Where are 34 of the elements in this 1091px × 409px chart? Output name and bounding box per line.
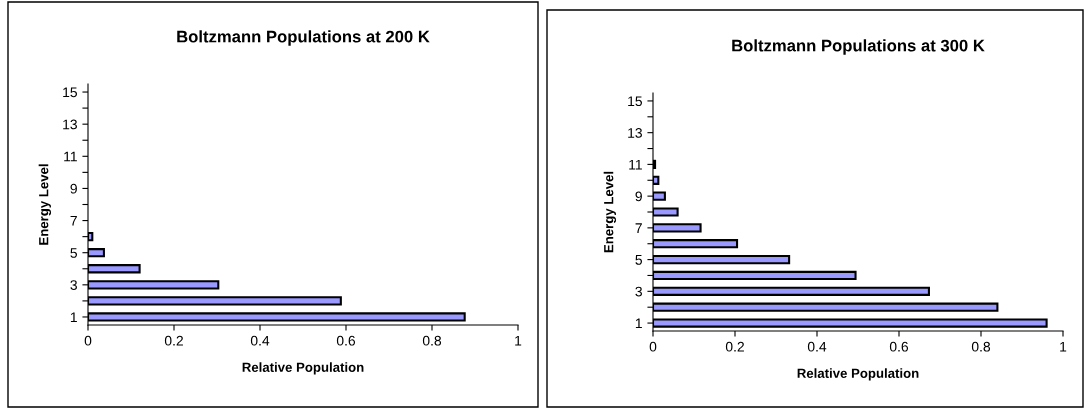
x-tick-label: 0.8 (971, 341, 991, 352)
y-tick-label: 7 (635, 223, 642, 233)
y-tick-label: 13 (628, 128, 642, 138)
x-tick-label: 0.6 (336, 335, 356, 346)
x-tick-label: 0.8 (422, 335, 442, 346)
y-tick-label: 11 (629, 159, 642, 170)
x-tick-label: 0.2 (725, 341, 744, 352)
x-tick-label: 0.4 (807, 341, 827, 352)
y-axis-title: Energy Level (38, 164, 52, 245)
x-axis-title: Relative Population (797, 368, 919, 381)
y-axis-title: Energy Level (603, 171, 617, 253)
y-tick-label: 5 (70, 248, 77, 258)
x-tick-label: 0 (84, 335, 92, 346)
y-tick-label: 13 (63, 119, 77, 130)
chart-title: Boltzmann Populations at 200 K (177, 30, 430, 46)
y-tick-label: 9 (635, 191, 642, 202)
y-tick-label: 1 (70, 312, 77, 322)
x-tick-label: 1 (1060, 341, 1067, 352)
y-tick-label: 1 (635, 318, 642, 329)
x-tick-label: 0.4 (250, 335, 270, 346)
x-axis-title: Relative Population (242, 362, 364, 375)
y-tick-label: 11 (64, 151, 77, 162)
chart-title: Boltzmann Populations at 300 K (732, 39, 985, 55)
x-tick-label: 0 (649, 341, 657, 352)
y-tick-label: 9 (70, 183, 77, 194)
x-tick-label: 0.2 (164, 335, 183, 346)
x-tick-label: 1 (515, 335, 522, 346)
y-tick-label: 15 (63, 87, 77, 98)
y-tick-label: 3 (635, 286, 642, 297)
y-tick-label: 3 (70, 280, 77, 290)
x-tick-label: 0.6 (889, 341, 909, 352)
y-tick-label: 5 (635, 255, 642, 265)
y-tick-label: 7 (70, 216, 77, 226)
y-tick-label: 15 (628, 96, 642, 107)
